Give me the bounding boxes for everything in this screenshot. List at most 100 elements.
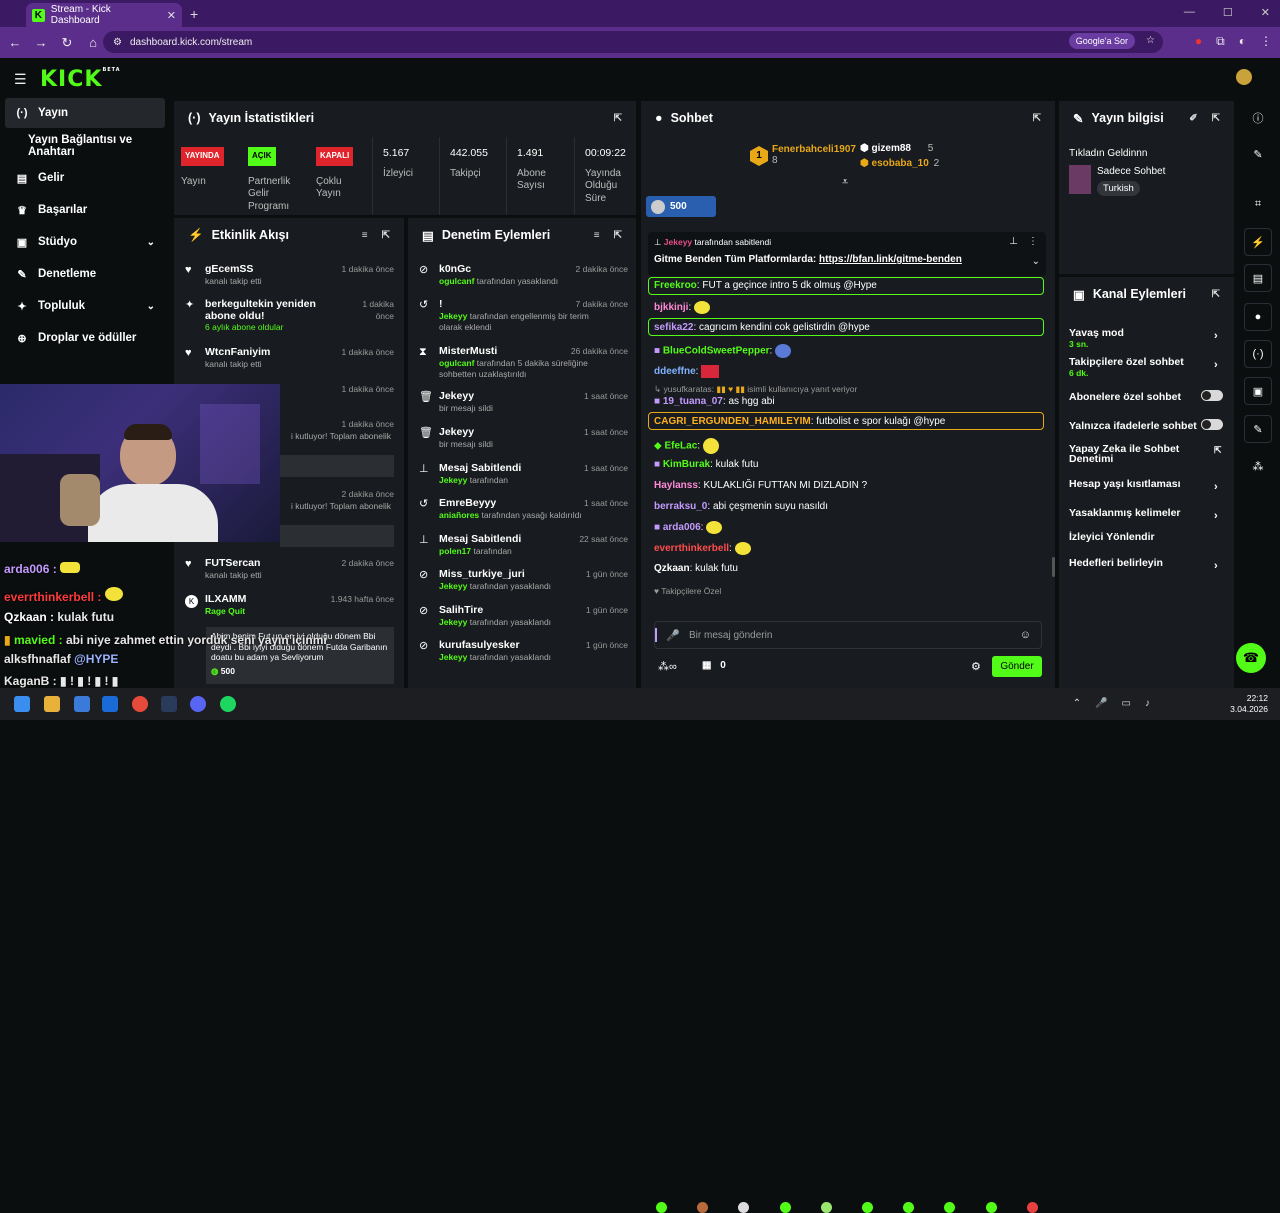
store-icon[interactable] — [74, 696, 90, 712]
close-tab-icon[interactable]: ✕ — [166, 9, 176, 22]
windows-start-icon[interactable] — [14, 696, 30, 712]
popout-icon[interactable]: ⇱ — [613, 112, 622, 124]
popout-icon[interactable]: ⇱ — [1211, 288, 1220, 300]
discord-icon[interactable] — [190, 696, 206, 712]
home-icon[interactable]: ⌂ — [89, 35, 97, 50]
edit-icon[interactable]: ✐ — [1189, 112, 1198, 124]
bookmark-star-icon[interactable]: ☆ — [1146, 35, 1155, 46]
emote-icon[interactable] — [862, 1202, 873, 1213]
sidebar-item-denetleme[interactable]: ✎ Denetleme — [5, 259, 165, 289]
outlook-icon[interactable] — [102, 696, 118, 712]
extensions-puzzle-icon[interactable]: ⧉ — [1216, 34, 1225, 48]
pinned-link[interactable]: https://bfan.link/gitme-benden — [819, 254, 962, 265]
user-avatar[interactable] — [1236, 69, 1252, 85]
emote-icon[interactable] — [697, 1202, 708, 1213]
language-tag[interactable]: Turkish — [1097, 181, 1140, 196]
studio-icon[interactable]: ▣ — [1244, 377, 1272, 405]
chat-scrollbar[interactable] — [1052, 557, 1055, 577]
emote-icon[interactable] — [656, 1202, 667, 1213]
mic-icon[interactable]: 🎤 — [1095, 698, 1108, 709]
maximize-icon[interactable]: ☐ — [1222, 7, 1233, 19]
followers-only-row[interactable]: Takipçilere özel sohbet 6 dk. › — [1069, 356, 1218, 378]
leader-first[interactable]: Fenerbahceli1907 8 — [772, 144, 856, 166]
info-icon[interactable]: ⓘ — [1252, 113, 1264, 125]
banned-words-row[interactable]: Yasaklanmış kelimeler › — [1069, 507, 1218, 522]
close-window-icon[interactable]: ✕ — [1260, 7, 1270, 19]
subs-only-toggle[interactable] — [1201, 390, 1223, 401]
file-explorer-icon[interactable] — [44, 696, 60, 712]
sidebar-item-stream-key[interactable]: Yayın Bağlantısı ve Anahtarı — [28, 134, 133, 158]
minimize-icon[interactable]: — — [1183, 6, 1195, 18]
emote-only-toggle[interactable] — [1201, 419, 1223, 430]
spotify-icon[interactable] — [220, 696, 236, 712]
sidebar-item-topluluk[interactable]: ✦ Topluluk ⌄ — [5, 291, 165, 321]
steam-icon[interactable] — [161, 696, 177, 712]
points-icon[interactable]: ⁂∞ — [658, 661, 677, 673]
support-headset-icon[interactable]: ☎ — [1236, 643, 1266, 673]
popout-icon[interactable]: ⇱ — [1211, 112, 1220, 124]
category-name[interactable]: Sadece Sohbet — [1097, 166, 1166, 177]
back-icon[interactable]: ← — [8, 35, 22, 50]
address-bar[interactable]: ⚙ dashboard.kick.com/stream Google'a Sor… — [103, 31, 1163, 53]
filter-icon[interactable]: ≡ — [361, 229, 368, 241]
chat-settings-icon[interactable]: ⚙ — [971, 661, 981, 673]
new-tab-icon[interactable]: + — [190, 6, 199, 22]
leader-second[interactable]: ⬢ gizem88 5 — [860, 143, 934, 154]
more-dots-icon[interactable]: ⋮ — [1028, 236, 1038, 247]
extension-icon[interactable]: ● — [1194, 34, 1203, 48]
community-icon[interactable]: ⁂ — [1252, 460, 1264, 473]
emote-icon[interactable] — [780, 1202, 791, 1213]
sidebar-item-yayin[interactable]: (·) Yayın — [5, 98, 165, 128]
filter-icon[interactable]: ≡ — [593, 229, 600, 241]
chevron-down-icon[interactable]: ⌄ — [1031, 256, 1040, 267]
browser-tab[interactable]: K Stream - Kick Dashboard ✕ — [26, 3, 182, 27]
hamburger-menu-icon[interactable]: ☰ — [14, 71, 27, 87]
kick-logo[interactable]: KICKBETA — [40, 67, 121, 92]
chat-input[interactable]: 🎤 Bir mesaj gönderin ☺ — [654, 621, 1042, 649]
mic-icon[interactable]: 🎤 — [666, 630, 680, 642]
site-info-icon[interactable]: ⚙ — [113, 36, 122, 48]
sidebar-item-gelir[interactable]: ▤ Gelir — [16, 172, 65, 185]
lightning-icon[interactable]: ⚡ — [1244, 228, 1272, 256]
slow-mode-row[interactable]: Yavaş mod 3 sn. › — [1069, 327, 1218, 349]
send-button[interactable]: Gönder — [992, 656, 1042, 677]
chat-bubble-icon[interactable]: ● — [1244, 303, 1272, 331]
wrench-icon[interactable]: ✎ — [1244, 415, 1272, 443]
google-ask-button[interactable]: Google'a Sor — [1068, 33, 1135, 49]
pencil-icon[interactable]: ✎ — [1253, 148, 1263, 161]
goals-row[interactable]: Hedefleri belirleyin › — [1069, 557, 1218, 572]
emote-icon[interactable] — [944, 1202, 955, 1213]
points-counter[interactable]: ▦ 0 — [702, 660, 726, 671]
reload-icon[interactable]: ↻ — [61, 34, 73, 50]
clock[interactable]: 22:12 3.04.2026 — [1230, 693, 1268, 714]
account-age-row[interactable]: Hesap yaşı kısıtlaması › — [1069, 478, 1218, 493]
document-icon[interactable]: ▤ — [1244, 264, 1272, 292]
sidebar-item-droplar[interactable]: ⊕ Droplar ve ödüller — [5, 323, 165, 353]
emote-icon[interactable] — [821, 1202, 832, 1213]
leader-third[interactable]: ⬢ esobaba_10 2 — [860, 158, 940, 169]
popout-icon[interactable]: ⇱ — [1032, 112, 1041, 124]
sidebar-item-studyo[interactable]: ▣ Stüdyo ⌄ — [16, 236, 155, 249]
emoji-icon[interactable]: ☺ — [1019, 629, 1031, 641]
focus-icon[interactable]: ⌗ — [1254, 197, 1262, 210]
goal-badge[interactable]: 500 — [646, 196, 716, 217]
emote-icon[interactable] — [738, 1202, 749, 1213]
volume-icon[interactable]: ♪ — [1145, 698, 1150, 709]
popout-icon[interactable]: ⇱ — [613, 229, 622, 241]
chrome-icon[interactable] — [132, 696, 148, 712]
emote-icon[interactable] — [1027, 1202, 1038, 1213]
broadcast-icon[interactable]: (·) — [1244, 340, 1272, 368]
profile-icon[interactable]: ◐ — [1238, 34, 1246, 48]
forward-icon[interactable]: → — [34, 35, 48, 50]
expand-leaderboard-icon[interactable]: ⩡ — [842, 176, 849, 188]
emote-icon[interactable] — [986, 1202, 997, 1213]
raid-row[interactable]: İzleyici Yönlendir — [1069, 531, 1155, 543]
unpin-icon[interactable]: ⊥ — [1009, 236, 1018, 247]
network-icon[interactable]: ▭ — [1121, 698, 1131, 709]
sidebar-item-basarilar[interactable]: ♛ Başarılar — [5, 195, 165, 225]
ai-moderation-row[interactable]: Yapay Zeka ile Sohbet Denetimi ⇱ — [1069, 443, 1222, 465]
chevron-up-icon[interactable]: ⌃ — [1072, 698, 1082, 709]
popout-icon[interactable]: ⇱ — [381, 229, 390, 241]
menu-dots-icon[interactable]: ⋮ — [1260, 34, 1272, 48]
emote-icon[interactable] — [903, 1202, 914, 1213]
